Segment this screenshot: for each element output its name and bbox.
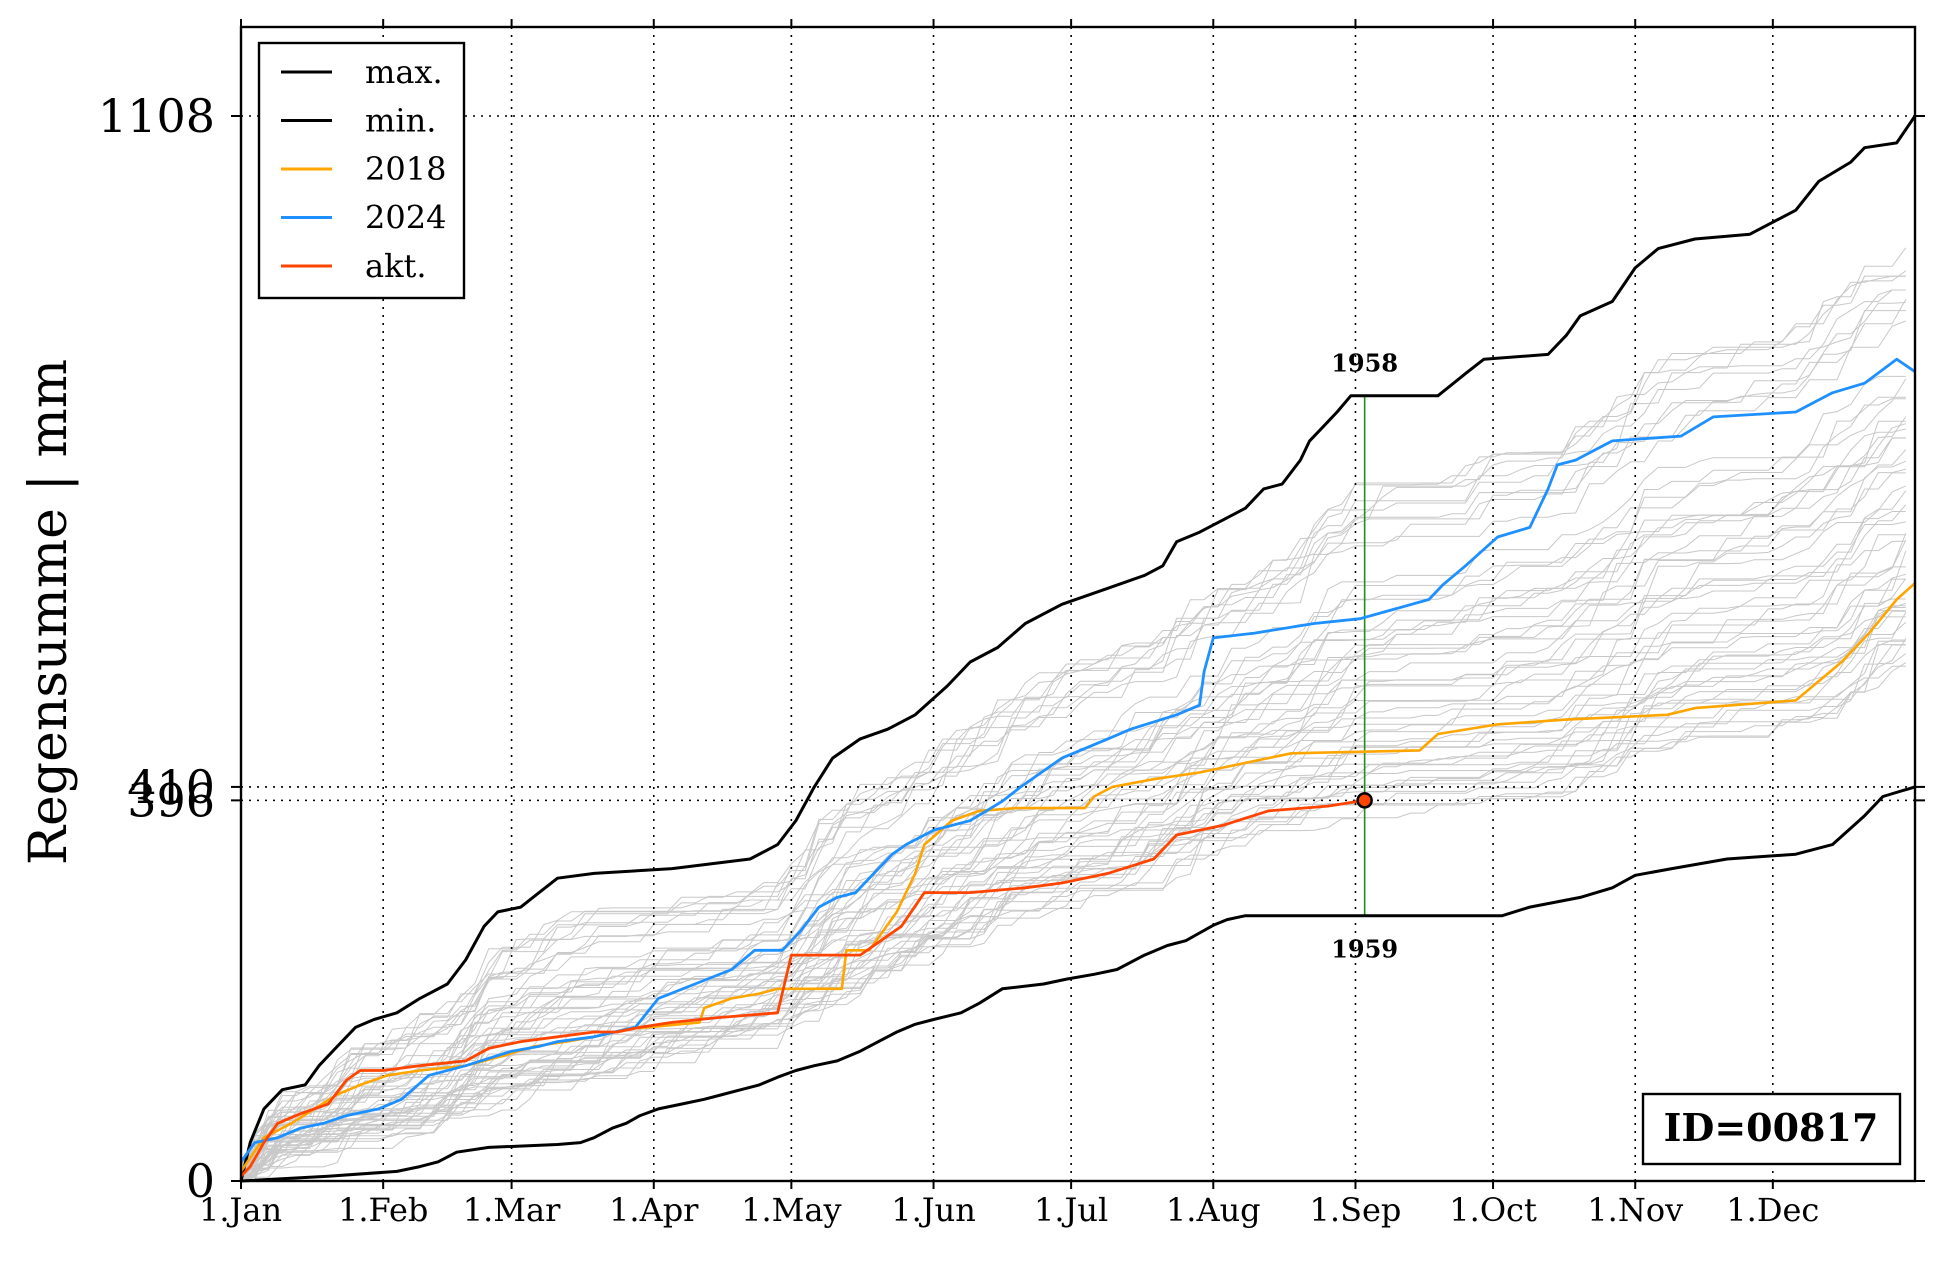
background-year-line [241,638,1907,1169]
background-year-line [241,640,1906,1169]
background-year-line [241,605,1906,1163]
current-value-point [1356,792,1373,809]
background-year-line [240,289,1906,1182]
background-year-line [240,437,1906,1182]
legend[interactable]: max. min. 2018 2024 akt. [257,41,466,300]
station-id-box: ID=00817 [1641,1092,1902,1166]
background-year-line [240,460,1906,1182]
x-tick-label: 1.Mar [463,1191,561,1229]
background-year-line [240,602,1906,1182]
grid-lines [240,27,1915,1182]
background-year-line [240,378,1907,1180]
x-tick-label: 1.May [741,1191,841,1229]
x-tick-label: 1.Sep [1310,1191,1402,1229]
background-year-line [240,521,1906,1182]
background-year-line [240,275,1906,1182]
x-tick-label: 1.Dec [1726,1191,1819,1229]
background-year-line [240,485,1907,1181]
background-year-line [240,550,1907,1163]
background-year-line [240,539,1907,1182]
x-tick-label: 1.Jun [891,1191,976,1229]
background-year-line [240,662,1907,1182]
legend-entry[interactable]: akt. [365,247,427,285]
axes [231,19,1925,1189]
y-axis-label: Regensumme | mm [19,359,79,865]
background-year-line [240,275,1906,1166]
background-year-line [240,299,1907,1181]
id-box [1641,1092,1902,1166]
x-tick-label: 1.Jan [199,1191,282,1229]
series-line-akt [239,799,1365,1178]
background-year-line [240,247,1907,1170]
y-tick-label: 1108 [98,89,215,143]
x-tick-label: 1.Jul [1034,1191,1108,1229]
background-year-line [240,416,1907,1182]
background-year-line [240,396,1906,1174]
plot-frame [239,25,1917,1183]
legend-entry[interactable]: min. [365,102,436,140]
annotations: 1958 1959 [1331,349,1398,964]
background-year-line [240,437,1906,1164]
y-tick-label: 0 [186,1154,215,1208]
series-line-min [240,785,1916,1183]
background-year-line [240,653,1907,1182]
background-year-line [240,289,1906,1172]
legend-entry[interactable]: 2024 [365,199,446,237]
background-year-line [240,504,1907,1181]
x-tick-label: 1.Apr [609,1191,699,1229]
x-tick-label: 1.Feb [338,1191,428,1229]
background-year-line [240,472,1906,1182]
background-year-line [240,639,1906,1182]
y-tick-label: 396 [127,773,215,827]
year-annotation: 1959 [1331,935,1398,964]
background-year-line [240,540,1906,1169]
background-year-line [240,644,1906,1182]
background-year-line [240,375,1906,1182]
background-year-line [240,598,1906,1182]
y-tick-label: 410 [127,760,215,814]
x-tick-label: 1.Nov [1587,1191,1683,1229]
background-year-line [241,610,1906,1177]
background-year-line [240,468,1906,1182]
x-tick-label: 1.Oct [1449,1191,1537,1229]
legend-entry[interactable]: max. [365,53,443,91]
background-year-line [240,398,1906,1182]
series-line-max [239,115,1917,1182]
tick-labels: 1.Jan 1.Feb 1.Mar 1.Apr 1.May 1.Jun 1.Jul 1.Aug… [98,89,1819,1229]
background-year-line [240,302,1906,1166]
background-year-line [240,449,1907,1178]
background-year-line [240,616,1906,1182]
series-line-2024 [239,357,1916,1163]
legend-entry[interactable]: 2018 [365,150,446,188]
year-annotation: 1958 [1331,349,1398,378]
station-id-label: ID=00817 [1664,1105,1879,1150]
background-year-line [241,420,1906,1167]
background-year-lines [240,247,1907,1182]
background-year-line [240,665,1906,1175]
background-year-line [240,320,1906,1182]
series-lines [239,115,1917,1183]
x-tick-label: 1.Aug [1166,1191,1261,1229]
